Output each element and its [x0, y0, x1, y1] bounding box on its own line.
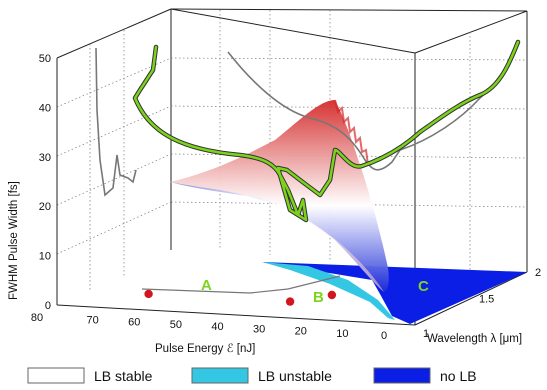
- z-axis-title: Wavelength λ [μm]: [427, 333, 522, 345]
- y-tick-label: 40: [39, 102, 51, 114]
- x-axis-title: Pulse Energy ℰ [nJ]: [155, 343, 255, 355]
- x-tick-label: 20: [295, 326, 307, 338]
- back-wall-left: [56, 8, 172, 250]
- legend-label-no-lb: no LB: [440, 368, 477, 384]
- region-no-lb: [262, 262, 527, 324]
- legend-swatch-no-lb: [373, 367, 431, 384]
- x-tick-label: 10: [336, 328, 348, 340]
- data-point: [144, 289, 153, 299]
- data-point: [327, 290, 337, 300]
- x-tick-label: 70: [87, 314, 99, 326]
- y-tick-label: 30: [39, 152, 51, 164]
- x-tick-label: 40: [211, 321, 223, 333]
- y-axis-ticks: 0 10 20 30 40 50: [39, 53, 51, 312]
- y-tick-label: 20: [39, 201, 51, 213]
- y-axis-title: FWHM Pulse Width [fs]: [8, 181, 20, 300]
- region-label-c: C: [418, 278, 429, 295]
- y-tick-label: 50: [39, 53, 51, 65]
- floor-boundary-line: [141, 275, 341, 294]
- region-labels: A B C: [201, 277, 429, 306]
- x-tick-label: 60: [128, 317, 140, 329]
- points-layer: [144, 289, 337, 306]
- z-tick-label: 1.5: [479, 294, 494, 306]
- x-axis-ticks: 80 70 60 50 40 30 20 10 0: [31, 312, 387, 342]
- x-tick-label: 50: [170, 319, 182, 331]
- z-tick-label: 1: [423, 328, 429, 340]
- legend-swatch-lb-unstable: [191, 367, 249, 384]
- legend-entry-lb-stable: LB stable: [27, 367, 153, 384]
- legend-swatch-lb-stable: [27, 367, 85, 384]
- legend-entry-no-lb: no LB: [373, 367, 477, 384]
- z-tick-label: 2: [535, 267, 541, 279]
- data-point: [285, 297, 295, 306]
- legend-entry-lb-unstable: LB unstable: [191, 367, 332, 384]
- x-tick-label: 0: [381, 330, 387, 342]
- projection-back-right: [227, 49, 516, 171]
- legend: LB stable LB unstable no LB: [27, 367, 477, 384]
- legend-label-lb-unstable: LB unstable: [258, 368, 332, 384]
- region-lb-unstable: [262, 262, 395, 320]
- y-tick-label: 0: [45, 300, 51, 312]
- region-label-b: B: [313, 289, 324, 306]
- box-front-frame: [56, 58, 528, 326]
- x-tick-label: 30: [253, 323, 265, 335]
- z-axis-ticks: 11.52: [423, 267, 541, 340]
- region-label-a: A: [201, 277, 212, 294]
- box-top-back: [170, 8, 528, 12]
- projection-back-left: [95, 47, 137, 197]
- x-tick-label: 80: [31, 312, 43, 324]
- y-tick-label: 10: [39, 251, 51, 263]
- projection-lines: [95, 47, 516, 197]
- legend-label-lb-stable: LB stable: [94, 368, 153, 384]
- path-line: [132, 39, 521, 223]
